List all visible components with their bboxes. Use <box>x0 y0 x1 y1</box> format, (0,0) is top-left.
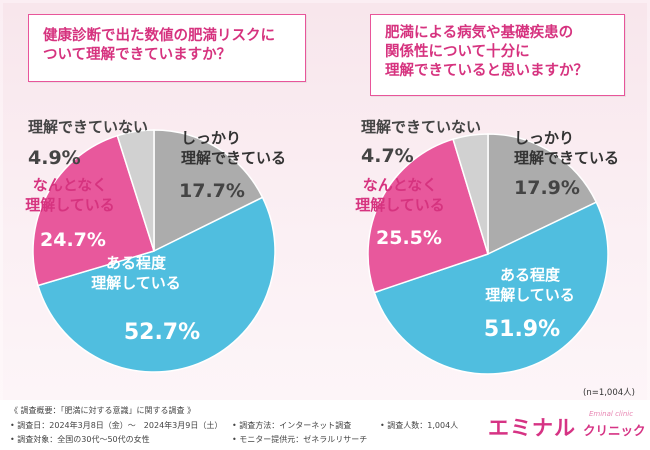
question-box-1: 健康診断で出た数値の肥満リスクに ついて理解できていますか？ <box>28 14 306 82</box>
pie-2-slice-2-label-line-1: ある程度 <box>500 266 561 284</box>
pie-2-slice-1-label-line-2: 理解できている <box>514 149 619 167</box>
pie-1-slice-3-value: 24.7% <box>40 229 106 251</box>
pie-1-slice-4-value: 4.9% <box>28 147 81 169</box>
pie-1-slice-2 <box>37 196 276 373</box>
pie-1-slice-3-label-line-2: 理解している <box>25 196 115 214</box>
pie-1-slice-3-label-line-1: なんとなく <box>33 176 108 194</box>
survey-count: • 調査人数：1,004人 <box>380 421 459 430</box>
pie-2-slice-1-label-line-1: しっかり <box>514 129 574 147</box>
pie-1-slice-4 <box>116 129 155 252</box>
pie-2-slice-3-label-line-1: なんとなく <box>363 176 438 194</box>
pie-1-slice-2-label-line-2: 理解している <box>91 274 181 292</box>
pie-2-slice-4 <box>452 133 489 255</box>
pie-2-slice-3-label-line-2: 理解している <box>355 196 445 214</box>
sample-size: (n=1,004人) <box>583 388 635 398</box>
pie-2-slice-3-value: 25.5% <box>376 227 442 249</box>
pie-2-slice-2 <box>373 201 609 375</box>
question-2-line-3: 理解できていると思いますか？ <box>385 63 588 79</box>
pie-2-slice-4-value: 4.7% <box>361 145 414 167</box>
pie-2-slice-4-label-line-1: 理解できていない <box>361 118 481 136</box>
question-2-line-1: 肥満による病気や基礎疾患の <box>385 25 574 41</box>
pie-2-slice-1 <box>487 133 598 256</box>
pie-2-slice-1-value: 17.9% <box>514 177 580 199</box>
pie-1-slice-3 <box>32 134 155 287</box>
question-1-line-1: 健康診断で出た数値の肥満リスクに <box>43 28 275 44</box>
survey-target: • 調査対象：全国の30代～50代の女性 <box>10 435 150 444</box>
pie-2-slice-3 <box>367 138 489 294</box>
logo-sub: Eminal clinic <box>589 410 634 418</box>
pie-2-slice-2-label-line-2: 理解している <box>485 286 575 304</box>
pie-1-slice-1-value: 17.7% <box>179 180 245 202</box>
survey-overview: 《 調査概要：「肥満に対する意識」に関する調査 》 <box>10 406 196 415</box>
pie-1-slice-4-label-line-1: 理解できていない <box>28 118 148 136</box>
pie-1-slice-1-label-line-1: しっかり <box>181 129 241 147</box>
pie-1-slice-1-label-line-2: 理解できている <box>181 149 286 167</box>
survey-method: • 調査方法：インターネット調査 <box>232 421 352 430</box>
pie-1-slice-1 <box>153 129 264 253</box>
logo-name: エミナル <box>488 416 576 440</box>
pie-2-slice-2-value: 51.9% <box>484 317 560 342</box>
survey-provider: • モニター提供元：ゼネラルリサーチ <box>232 435 368 444</box>
pie-charts: しっかり理解できている17.7%ある程度理解している52.7%なんとなく理解して… <box>25 118 619 375</box>
survey-date: • 調査日：2024年3月8日（金）～ 2024年3月9日（土） <box>10 421 223 430</box>
pie-1-slice-2-value: 52.7% <box>124 320 200 345</box>
pie-1-slice-2-label-line-1: ある程度 <box>106 254 167 272</box>
logo-clinic: クリニック <box>583 423 646 438</box>
question-1-line-2: ついて理解できていますか？ <box>43 47 232 63</box>
question-2-line-2: 関係性について十分に <box>385 44 530 60</box>
question-box-2: 肥満による病気や基礎疾患の 関係性について十分に 理解できていると思いますか？ <box>370 14 625 96</box>
footer: 《 調査概要：「肥満に対する意識」に関する調査 》 • 調査日：2024年3月8… <box>0 400 650 450</box>
